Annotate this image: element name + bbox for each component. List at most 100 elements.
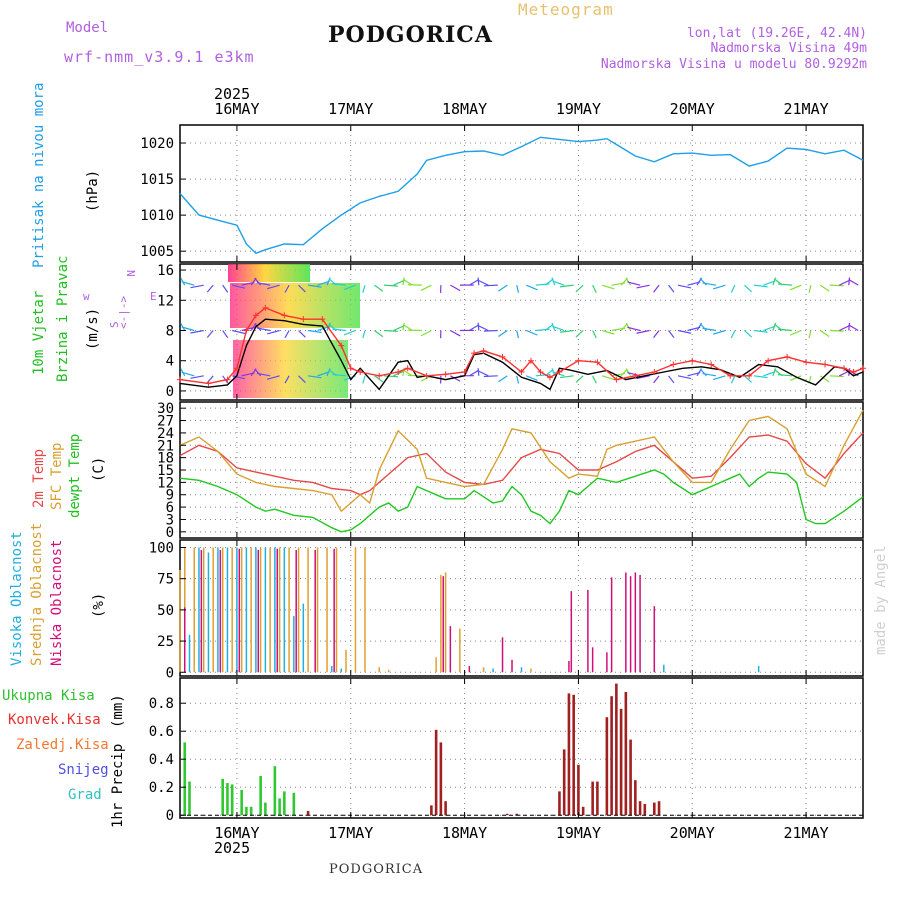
gust-point (670, 361, 677, 368)
precip-konvek-kisa-bar (430, 805, 433, 816)
pressure-frame (179, 124, 864, 263)
wind-barb (477, 324, 489, 332)
clouds-visoka-oblacnost-bar (255, 547, 257, 673)
precip-ukupna-kisa-bar (188, 781, 191, 816)
x-tick-label-bottom: 17MAY (328, 824, 373, 842)
wind-barb (362, 375, 366, 384)
wind-barb (744, 375, 753, 383)
precip-konvek-kisa-bar (515, 813, 519, 816)
clouds-srednja-oblacnost-bar (378, 667, 380, 673)
gust-point (471, 350, 478, 357)
wind-barb (699, 368, 707, 377)
gust-point (841, 365, 848, 372)
wind-barb (298, 330, 306, 338)
clouds-niska-oblacnost-bar (634, 572, 637, 673)
wind-barb (402, 277, 405, 286)
wind-barb (232, 329, 246, 335)
clouds-ytick-label: 0 (166, 665, 174, 681)
precip-konvek-kisa-bar (505, 813, 509, 816)
wind-barb (469, 324, 480, 332)
wind-barb (498, 284, 508, 292)
wind-barb (730, 330, 736, 339)
wind-barb (677, 284, 692, 289)
wind-barb (284, 375, 290, 384)
gust-point (850, 369, 857, 376)
temperature-ytick-label: 24 (157, 426, 174, 442)
precip-ukupna-kisa-bar (230, 784, 234, 816)
wind-ylabel-line2: Brzina i Pravac (55, 256, 71, 382)
precip-konvek-kisa-bar (567, 693, 571, 816)
wind-barb (317, 280, 330, 286)
precip-ukupna-kisa-bar (283, 791, 286, 816)
gust-point (556, 369, 563, 376)
precip-ukupna-kisa-bar (278, 798, 281, 816)
wind-barb (181, 371, 195, 377)
wind-legend-e: E (150, 290, 157, 303)
wind-barb (256, 327, 271, 332)
wind-barb (232, 284, 246, 289)
x-tick-label-bottom: 16MAY (214, 824, 259, 842)
gust-point (727, 372, 734, 379)
wind-barb (552, 371, 565, 377)
wind-barb (789, 375, 802, 382)
temperature-ytick-label: 18 (157, 451, 174, 467)
wind-barb (730, 375, 736, 384)
gust-point (860, 365, 866, 372)
clouds-srednja-oblacnost-bar (212, 547, 214, 673)
precip-ukupna-kisa-bar (259, 776, 262, 816)
clouds-visoka-oblacnost-bar (331, 666, 333, 673)
panel-labels: Pritisak na nivou mora (hPa) 10m Vjetar … (2, 83, 250, 857)
wind-barb (677, 375, 692, 380)
clouds-srednja-oblacnost-bar (269, 547, 271, 673)
wind-barb (625, 322, 632, 331)
gust-point (243, 327, 250, 334)
wind-barb (763, 371, 776, 377)
clouds-ytick-label: 75 (157, 572, 174, 588)
clouds-srednja-oblacnost-bar (530, 668, 532, 673)
wind-barb (575, 330, 584, 338)
clouds-visoka-oblacnost-bar (340, 668, 343, 673)
clouds-niska-oblacnost-bar (468, 666, 471, 673)
wind-frame (179, 263, 864, 401)
temperature-ytick-label: 30 (157, 401, 174, 417)
wind-barb (498, 375, 508, 383)
wind-barb (343, 329, 356, 336)
coords-label: lon,lat (19.26E, 42.4N) (686, 26, 867, 41)
clouds-visoka-oblacnost-bar (207, 552, 210, 673)
precip-ukupna-kisa-bar (183, 742, 187, 816)
wind-barb (254, 368, 262, 377)
wind-barb (469, 279, 480, 286)
clouds-srednja-oblacnost-bar (482, 667, 485, 673)
precip-konvek-kisa-bar (591, 781, 594, 816)
wind-ytick-label: 8 (166, 323, 174, 339)
temperature-ytick-label: 27 (157, 414, 174, 430)
precip-ukupna-kisa-bar (226, 783, 229, 816)
gust-point (784, 353, 791, 360)
strong-wind-band-high (228, 264, 310, 282)
wind-legend-n: N (124, 270, 137, 277)
x-tick-label-bottom: 21MAY (784, 824, 829, 842)
clouds-niska-oblacnost-bar (629, 576, 632, 673)
wind-barb (450, 284, 461, 292)
clouds-srednja-oblacnost-bar (297, 547, 300, 673)
gust-point (300, 316, 307, 323)
clouds-srednja-oblacnost-bar (202, 547, 205, 673)
gust-point (205, 380, 212, 387)
wind-barb (636, 329, 650, 334)
gust-point (765, 357, 772, 364)
clouds-srednja-oblacnost-bar (364, 547, 366, 673)
clouds-visoka-oblacnost-bar (245, 547, 248, 673)
wind-barb (627, 326, 641, 332)
gust-point (395, 369, 402, 376)
clouds-frame (179, 539, 864, 677)
wind-barb (668, 330, 675, 338)
wind-barb (469, 369, 480, 377)
wind-barb (477, 322, 480, 331)
wind-barb (190, 329, 204, 334)
pressure-ylabel: Pritisak na nivou mora (31, 83, 47, 268)
wind-barb (450, 375, 461, 382)
wind-barb (789, 284, 802, 291)
gust-point (281, 312, 288, 319)
wind-barb (829, 284, 844, 287)
